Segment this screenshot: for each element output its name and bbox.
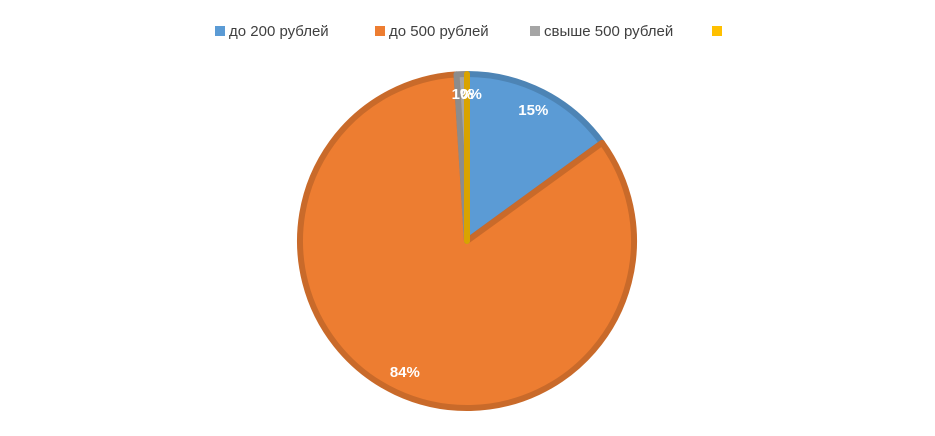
legend-label: свыше 500 рублей [544, 23, 673, 40]
data-label: 15% [518, 102, 548, 119]
legend-label: до 200 рублей [229, 23, 329, 40]
data-label: 0% [460, 86, 482, 103]
legend-marker [375, 26, 385, 36]
legend-marker [215, 26, 225, 36]
legend-marker [712, 26, 722, 36]
legend-marker [530, 26, 540, 36]
data-label: 84% [390, 364, 420, 381]
pie-slice [464, 71, 606, 244]
data-label: 1% [452, 86, 474, 103]
legend-label: до 500 рублей [389, 23, 489, 40]
